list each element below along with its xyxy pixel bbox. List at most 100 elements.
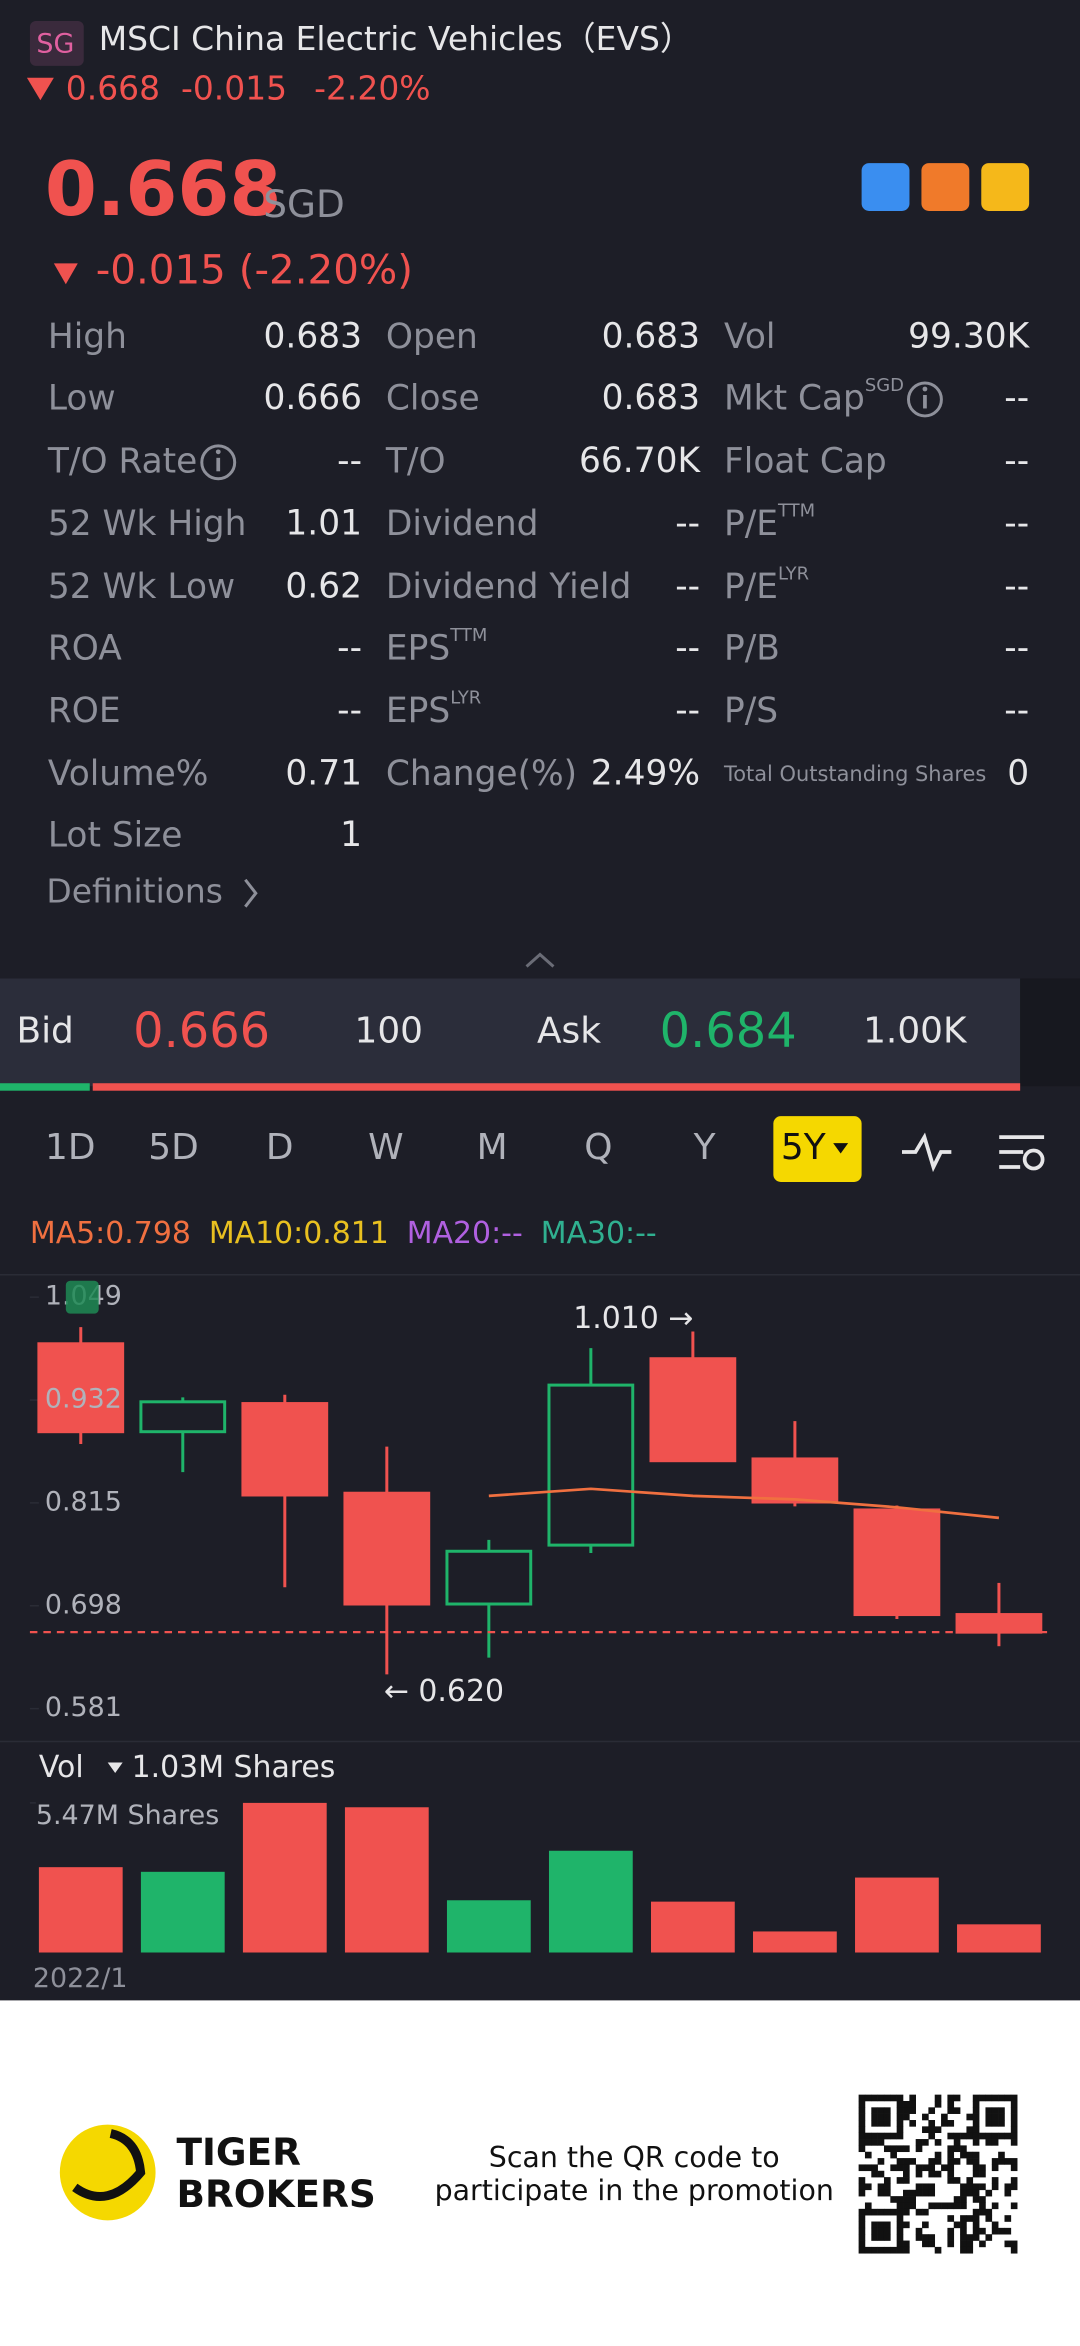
qr-module: [903, 2221, 910, 2229]
qr-module: [922, 2240, 929, 2248]
qr-module: [915, 2234, 923, 2241]
qr-module: [858, 2132, 866, 2140]
qr-module: [928, 2170, 936, 2178]
qr-module: [1010, 2158, 1018, 2165]
qr-module: [1004, 2183, 1012, 2191]
qr-module: [858, 2240, 866, 2248]
qr-module: [883, 2120, 891, 2127]
qr-module: [1010, 2246, 1018, 2254]
qr-module: [991, 2227, 999, 2235]
qr-module: [903, 2158, 910, 2165]
qr-module: [928, 2158, 936, 2165]
qr-module: [858, 2100, 866, 2108]
stat-label: Mkt CapSGD: [724, 375, 904, 418]
qr-module: [928, 2234, 936, 2241]
qr-module: [960, 2196, 967, 2203]
stat-value: --: [1004, 628, 1029, 668]
icon-dollar[interactable]: [981, 163, 1030, 211]
bid-label: Bid: [16, 1010, 73, 1051]
qr-module: [1004, 2215, 1012, 2222]
stat-label: Low: [48, 378, 116, 418]
qr-module: [934, 2246, 942, 2254]
stat-value: --: [1004, 566, 1029, 606]
price-change: -0.015 (-2.20%): [96, 246, 413, 293]
qr-module: [934, 2100, 942, 2108]
qr-module: [991, 2139, 999, 2146]
stat-label-text: Volume%: [48, 754, 209, 794]
period-tab[interactable]: W: [368, 1127, 403, 1168]
qr-module: [890, 2145, 897, 2153]
volume-bar: [753, 1931, 837, 1953]
volume-bar: [855, 1877, 939, 1953]
down-arrow: [26, 77, 54, 101]
settings-icon[interactable]: [999, 1135, 1045, 1171]
stat-value: 0.62: [285, 566, 362, 606]
volume-bar: [650, 1901, 735, 1953]
qr-module: [903, 2164, 910, 2172]
qr-module: [953, 2158, 961, 2165]
icon-option[interactable]: [921, 163, 970, 211]
stat-value: --: [337, 441, 362, 481]
stat-value: --: [675, 691, 700, 731]
qr-module: [979, 2202, 986, 2210]
qr-module: [883, 2094, 891, 2102]
period-tab[interactable]: 5D: [148, 1127, 198, 1168]
qr-module: [909, 2120, 916, 2127]
stat-label-sup: TTM: [777, 501, 815, 522]
qr-module: [858, 2094, 866, 2102]
indicator-icon[interactable]: [901, 1132, 952, 1173]
qr-module: [966, 2189, 974, 2197]
qr-module: [934, 2158, 942, 2165]
qr-module: [1010, 2126, 1018, 2134]
qr-module: [960, 2189, 967, 2197]
period-tab[interactable]: 1D: [45, 1127, 95, 1168]
collapse-chevron[interactable]: [525, 952, 555, 968]
qr-module: [972, 2151, 980, 2159]
qr-module: [922, 2164, 929, 2172]
period-tab[interactable]: Y: [693, 1127, 716, 1168]
qr-module: [953, 2196, 961, 2203]
ask-ratio: [92, 1083, 1021, 1091]
stat-label-text: Open: [386, 317, 478, 357]
active-tab-bg[interactable]: [773, 1116, 862, 1182]
qr-module: [903, 2177, 910, 2184]
info-icon[interactable]: [200, 444, 237, 481]
stat-label-text: EPS: [386, 628, 450, 668]
qr-module: [998, 2107, 1005, 2114]
qr-module: [972, 2113, 980, 2121]
period-tab[interactable]: 5Y: [781, 1127, 826, 1168]
qr-module: [985, 2189, 993, 2197]
qr-module: [896, 2177, 904, 2184]
qr-module: [928, 2240, 936, 2248]
qr-module: [877, 2170, 885, 2178]
definitions-link[interactable]: Definitions: [46, 872, 222, 911]
qr-module: [953, 2145, 961, 2153]
qr-module: [1010, 2120, 1018, 2127]
stat-label-text: 52 Wk High: [48, 504, 247, 544]
info-icon[interactable]: [906, 381, 943, 418]
qr-module: [915, 2183, 923, 2191]
qr-module: [864, 2246, 872, 2254]
candle-body: [649, 1357, 737, 1463]
period-tab[interactable]: Q: [584, 1127, 612, 1168]
stat-value: --: [1004, 504, 1029, 544]
icon-flash[interactable]: [861, 163, 910, 211]
qr-module: [979, 2132, 986, 2140]
candle-body: [445, 1549, 533, 1606]
qr-module: [883, 2234, 891, 2241]
qr-module: [998, 2132, 1005, 2140]
qr-module: [947, 2227, 955, 2235]
qr-module: [922, 2183, 929, 2191]
period-tab[interactable]: M: [477, 1127, 508, 1168]
stat-label-text: Mkt Cap: [724, 378, 865, 418]
qr-module: [972, 2215, 980, 2222]
stat-value: 1.01: [285, 504, 362, 544]
period-tab[interactable]: D: [266, 1127, 294, 1168]
qr-module: [896, 2126, 904, 2134]
qr-module: [871, 2234, 878, 2241]
qr-module: [928, 2202, 936, 2210]
qr-module: [972, 2221, 980, 2229]
candle-body: [37, 1342, 125, 1434]
qr-module: [858, 2246, 866, 2254]
qr-module: [991, 2113, 999, 2121]
